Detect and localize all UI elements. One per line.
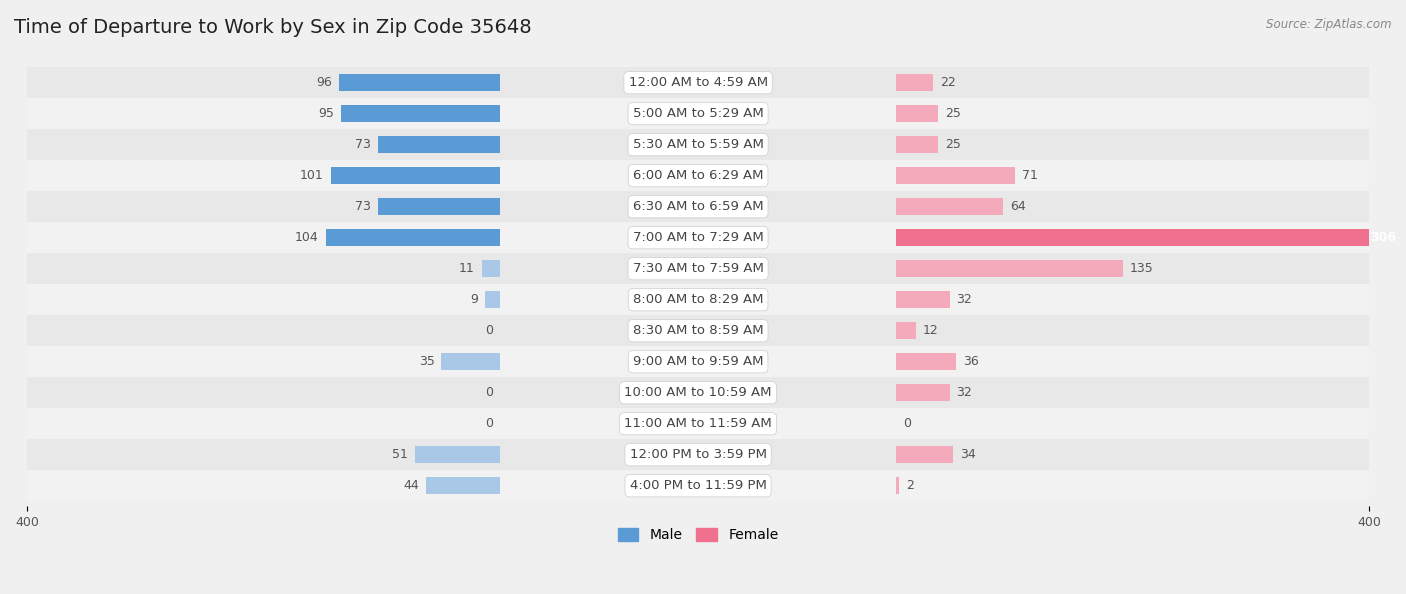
Text: 5:00 AM to 5:29 AM: 5:00 AM to 5:29 AM xyxy=(633,107,763,120)
Bar xyxy=(896,291,949,308)
Text: 95: 95 xyxy=(318,107,335,120)
Bar xyxy=(27,160,1369,191)
Bar xyxy=(896,229,1406,247)
Bar xyxy=(896,353,956,370)
Text: Source: ZipAtlas.com: Source: ZipAtlas.com xyxy=(1267,18,1392,31)
Bar xyxy=(340,105,501,122)
Text: 73: 73 xyxy=(356,200,371,213)
Text: 6:00 AM to 6:29 AM: 6:00 AM to 6:29 AM xyxy=(633,169,763,182)
Bar xyxy=(896,198,1004,215)
Text: 12:00 PM to 3:59 PM: 12:00 PM to 3:59 PM xyxy=(630,448,766,462)
Text: 0: 0 xyxy=(485,417,494,430)
Bar xyxy=(896,74,934,91)
Bar xyxy=(27,222,1369,253)
Text: 51: 51 xyxy=(392,448,408,462)
Text: 71: 71 xyxy=(1022,169,1038,182)
Bar xyxy=(326,229,501,247)
Bar xyxy=(482,260,501,277)
Text: 44: 44 xyxy=(404,479,419,492)
Bar xyxy=(330,167,501,184)
Text: 64: 64 xyxy=(1010,200,1026,213)
Text: 73: 73 xyxy=(356,138,371,151)
Text: 9:00 AM to 9:59 AM: 9:00 AM to 9:59 AM xyxy=(633,355,763,368)
Text: 6:30 AM to 6:59 AM: 6:30 AM to 6:59 AM xyxy=(633,200,763,213)
Bar xyxy=(896,260,1122,277)
Text: 12: 12 xyxy=(922,324,939,337)
Bar xyxy=(27,346,1369,377)
Bar xyxy=(27,470,1369,501)
Text: 35: 35 xyxy=(419,355,434,368)
Text: 25: 25 xyxy=(945,107,960,120)
Bar xyxy=(896,477,900,494)
Text: 104: 104 xyxy=(295,231,319,244)
Text: 25: 25 xyxy=(945,138,960,151)
Bar xyxy=(27,284,1369,315)
Text: 32: 32 xyxy=(956,386,972,399)
Text: 96: 96 xyxy=(316,76,332,89)
Bar xyxy=(27,98,1369,129)
Text: 7:00 AM to 7:29 AM: 7:00 AM to 7:29 AM xyxy=(633,231,763,244)
Text: 101: 101 xyxy=(299,169,323,182)
Text: 32: 32 xyxy=(956,293,972,307)
Bar xyxy=(896,322,917,339)
Text: 5:30 AM to 5:59 AM: 5:30 AM to 5:59 AM xyxy=(633,138,763,151)
Text: 10:00 AM to 10:59 AM: 10:00 AM to 10:59 AM xyxy=(624,386,772,399)
Text: 11:00 AM to 11:59 AM: 11:00 AM to 11:59 AM xyxy=(624,417,772,430)
Bar xyxy=(896,105,938,122)
Text: 22: 22 xyxy=(939,76,956,89)
Bar xyxy=(896,136,938,153)
Bar xyxy=(27,377,1369,408)
Bar xyxy=(27,191,1369,222)
Legend: Male, Female: Male, Female xyxy=(612,523,785,548)
Bar xyxy=(426,477,501,494)
Text: 306: 306 xyxy=(1369,231,1396,244)
Bar xyxy=(485,291,501,308)
Text: 12:00 AM to 4:59 AM: 12:00 AM to 4:59 AM xyxy=(628,76,768,89)
Text: 0: 0 xyxy=(903,417,911,430)
Text: 9: 9 xyxy=(471,293,478,307)
Bar xyxy=(441,353,501,370)
Text: 8:30 AM to 8:59 AM: 8:30 AM to 8:59 AM xyxy=(633,324,763,337)
Bar xyxy=(27,67,1369,98)
Bar xyxy=(896,167,1015,184)
Bar xyxy=(896,384,949,402)
Text: 11: 11 xyxy=(460,262,475,275)
Text: 36: 36 xyxy=(963,355,979,368)
Text: 7:30 AM to 7:59 AM: 7:30 AM to 7:59 AM xyxy=(633,262,763,275)
Text: 8:00 AM to 8:29 AM: 8:00 AM to 8:29 AM xyxy=(633,293,763,307)
Bar xyxy=(27,408,1369,440)
Bar xyxy=(27,440,1369,470)
Bar xyxy=(896,446,953,463)
Bar xyxy=(339,74,501,91)
Text: 4:00 PM to 11:59 PM: 4:00 PM to 11:59 PM xyxy=(630,479,766,492)
Bar xyxy=(27,253,1369,284)
Text: 2: 2 xyxy=(905,479,914,492)
Bar xyxy=(27,315,1369,346)
Text: 0: 0 xyxy=(485,386,494,399)
Text: 0: 0 xyxy=(485,324,494,337)
Text: 135: 135 xyxy=(1129,262,1153,275)
Bar xyxy=(27,129,1369,160)
Bar xyxy=(415,446,501,463)
Text: Time of Departure to Work by Sex in Zip Code 35648: Time of Departure to Work by Sex in Zip … xyxy=(14,18,531,37)
Text: 34: 34 xyxy=(960,448,976,462)
Bar xyxy=(378,198,501,215)
Bar xyxy=(378,136,501,153)
